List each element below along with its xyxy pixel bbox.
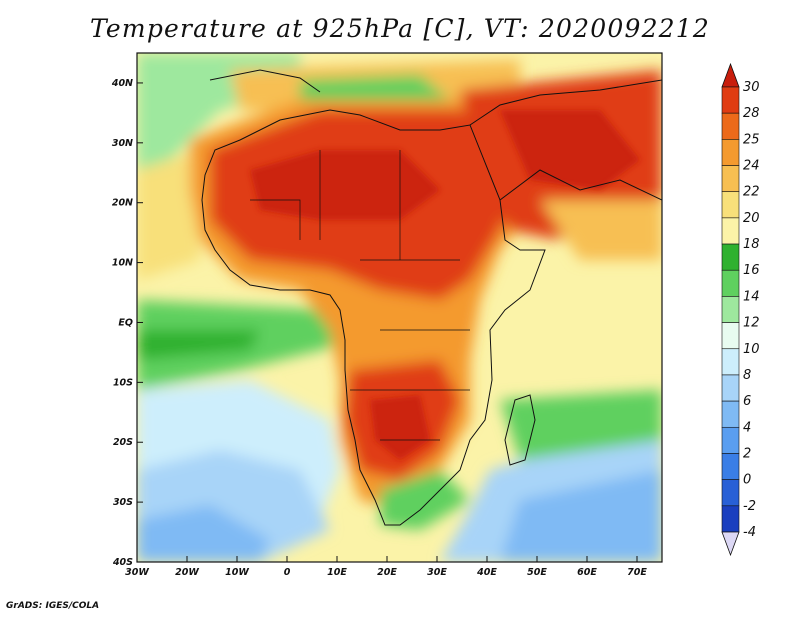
colorbar-box xyxy=(721,112,740,140)
colorbar-box xyxy=(721,374,740,402)
y-tick-label: EQ xyxy=(118,317,133,328)
coastlines xyxy=(201,69,662,526)
colorbar-label: 10 xyxy=(743,342,760,357)
x-tick-label: 0 xyxy=(284,567,291,578)
y-tick-label: 30N xyxy=(112,138,133,149)
y-tick-label: 10N xyxy=(112,258,133,269)
madagascar-coast xyxy=(504,394,536,466)
colorbar-label: 28 xyxy=(743,106,760,121)
y-tick-label: 20N xyxy=(112,198,133,209)
x-tick-label: 30W xyxy=(125,567,149,578)
colorbar-label: 16 xyxy=(743,263,760,278)
colorbar-box xyxy=(721,479,740,507)
colorbar-box xyxy=(721,400,740,428)
y-tick-label: 40N xyxy=(111,78,133,89)
colorbar-label: 4 xyxy=(743,420,751,435)
heatmap-field xyxy=(137,53,662,562)
plot-frame xyxy=(136,52,663,563)
y-tick-label: 30S xyxy=(113,497,133,508)
field-s-atlantic-colder xyxy=(137,505,270,562)
colorbar-box xyxy=(721,348,740,376)
colorbar-label: 24 xyxy=(743,159,760,174)
field-arabia-core xyxy=(500,110,640,190)
x-tick-label: 40E xyxy=(476,567,497,578)
colorbar-label: 14 xyxy=(743,289,760,304)
x-axis: 30W 20W 10W 0 10E 20E 30E 40E 50E 60E 70E xyxy=(125,556,647,578)
x-tick-label: 60E xyxy=(577,567,597,578)
y-axis: 40S 30S 20S 10S EQ 10N 20N 30N 40N xyxy=(111,78,143,568)
country-borders xyxy=(250,150,470,441)
x-tick-label: 30E xyxy=(427,567,447,578)
y-tick-label: 20S xyxy=(113,437,133,448)
colorbar-label: 18 xyxy=(743,237,760,252)
colorbar-label: 8 xyxy=(743,368,751,383)
colorbar-box xyxy=(721,217,740,245)
field-indian-green xyxy=(500,390,662,460)
colorbar-top-arrow xyxy=(721,62,740,88)
colorbar-box xyxy=(721,322,740,350)
colorbar-label: -2 xyxy=(743,499,756,514)
x-tick-label: 20E xyxy=(377,567,397,578)
field-med-cool xyxy=(300,75,450,105)
field-eq-band-dark xyxy=(137,330,260,360)
field-trop-atlantic xyxy=(137,150,200,280)
colorbar-bottom-arrow xyxy=(721,531,740,557)
colorbar-box xyxy=(721,269,740,297)
colorbar-box xyxy=(721,453,740,480)
field-kalahari-core xyxy=(370,395,430,460)
field-arabian-sea xyxy=(540,200,662,260)
colorbar-label: 0 xyxy=(743,473,751,488)
colorbar-label: 22 xyxy=(743,185,760,200)
colorbar-box xyxy=(721,505,740,533)
colorbar-box xyxy=(721,139,740,166)
colorbar-box xyxy=(721,296,740,323)
footer-credit: GrADS: IGES/COLA xyxy=(6,601,100,611)
colorbar-box xyxy=(721,243,740,271)
colorbar-box xyxy=(721,426,740,454)
y-tick-label: 10S xyxy=(113,377,133,388)
field-sahara-core xyxy=(250,150,440,220)
x-tick-label: 10W xyxy=(225,567,249,578)
field-s-indian-cold xyxy=(500,470,662,562)
arabia-coast xyxy=(499,169,662,201)
colorbar-label: 25 xyxy=(743,132,760,147)
x-tick-label: 20W xyxy=(175,567,199,578)
colorbar-box xyxy=(721,191,740,219)
colorbar-label: -4 xyxy=(743,525,756,540)
europe-coast xyxy=(209,69,321,93)
field-s-coast-green xyxy=(380,470,470,530)
middle-east-coast xyxy=(469,79,662,126)
colorbar-box xyxy=(721,165,740,193)
x-tick-label: 10E xyxy=(327,567,347,578)
x-tick-label: 50E xyxy=(527,567,547,578)
africa-coast xyxy=(201,109,546,526)
colorbar-label: 12 xyxy=(743,316,760,331)
colorbar-label: 30 xyxy=(743,80,760,95)
colorbar-label: 6 xyxy=(743,394,751,409)
y-tick-label: 40S xyxy=(112,557,133,568)
plot-title: Temperature at 925hPa [C], VT: 202009221… xyxy=(90,14,710,43)
colorbar-label: 20 xyxy=(743,211,760,226)
x-tick-label: 70E xyxy=(627,567,647,578)
colorbar-label: 2 xyxy=(743,446,751,461)
colorbar-box xyxy=(721,86,740,114)
